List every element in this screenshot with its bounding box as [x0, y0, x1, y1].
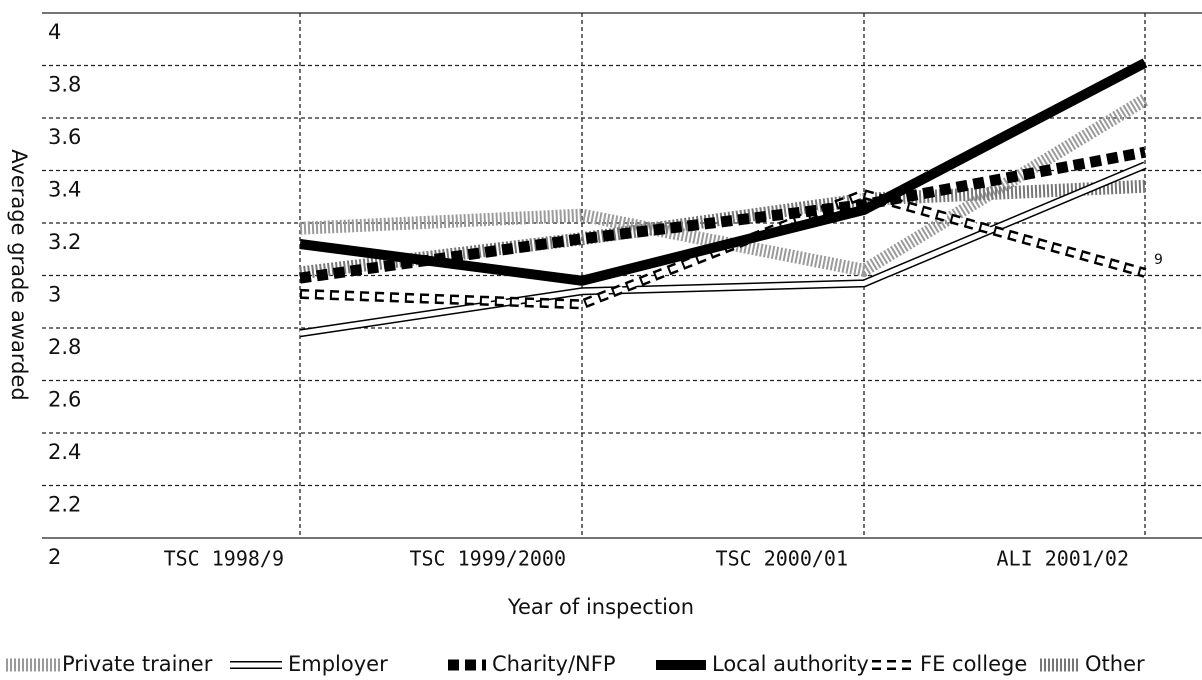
- y-tick-label: 2.8: [48, 335, 81, 359]
- series-line: [299, 162, 1146, 336]
- y-tick-label: 2.6: [48, 388, 81, 412]
- y-tick-label: 3.4: [48, 178, 81, 202]
- y-tick-label: 3.8: [48, 73, 81, 97]
- legend-label: FE college: [920, 652, 1027, 676]
- y-tick-label: 2.2: [48, 493, 81, 517]
- y-tick-label: 2: [48, 545, 61, 569]
- legend-label: Local authority: [712, 652, 869, 676]
- legend-label: Employer: [288, 652, 388, 676]
- y-tick-label: 4: [48, 20, 61, 44]
- series-line: [299, 179, 1146, 280]
- legend-label: Other: [1085, 652, 1145, 676]
- annotation: 9: [1154, 252, 1163, 268]
- x-tick-label: TSC 1999/2000: [409, 547, 566, 571]
- series-line: [299, 191, 1146, 307]
- y-tick-label: 3.6: [48, 125, 81, 149]
- x-tick-label: ALI 2001/02: [997, 547, 1129, 571]
- y-axis-title: Average grade awarded: [7, 149, 31, 400]
- legend-label: Charity/NFP: [492, 652, 616, 676]
- x-axis-title: Year of inspection: [507, 595, 694, 619]
- x-tick-label: TSC 2000/01: [716, 547, 848, 571]
- y-tick-label: 3: [48, 283, 61, 307]
- y-tick-label: 2.4: [48, 440, 81, 464]
- legend-label: Private trainer: [62, 652, 213, 676]
- y-tick-label: 3.2: [48, 230, 81, 254]
- x-tick-label: TSC 1998/9: [164, 547, 284, 571]
- series-line: [299, 58, 1148, 286]
